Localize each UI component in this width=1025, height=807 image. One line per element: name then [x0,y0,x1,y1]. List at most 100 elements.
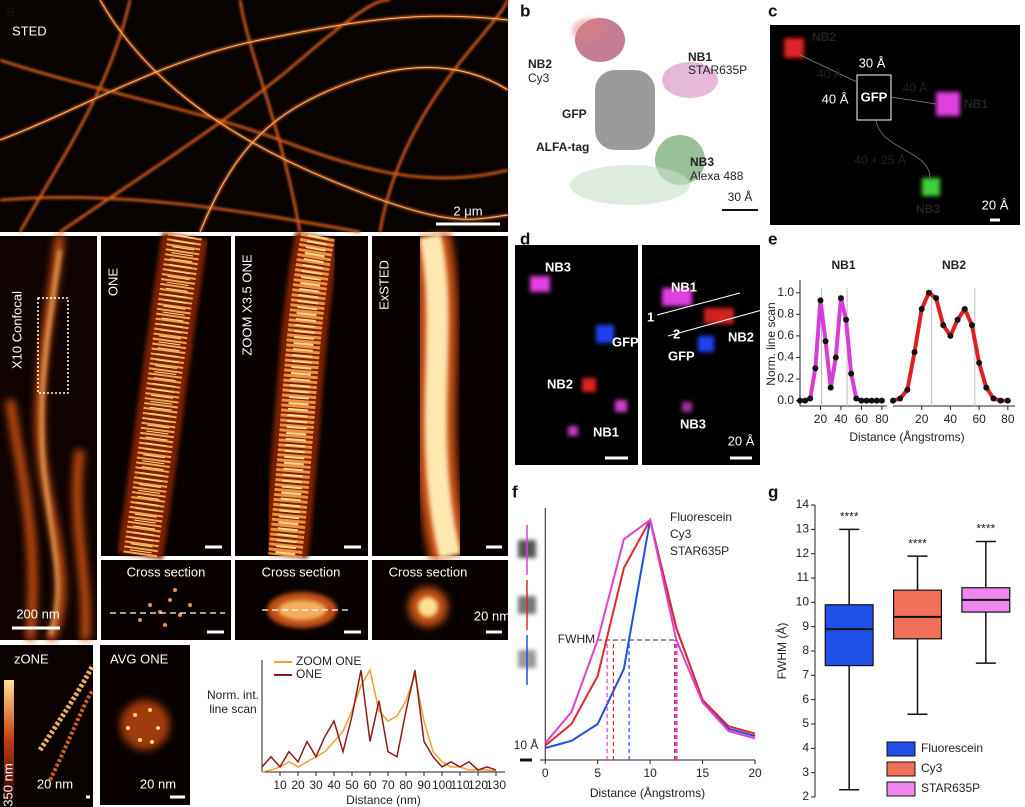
label: STAR635P [688,63,747,77]
y-tick-label: 3 [802,765,809,779]
fit-line [800,296,882,403]
f-inset [518,525,536,762]
zoom-image [235,231,368,559]
label: NB3 [690,155,714,169]
label: NB3 [680,416,706,431]
x-tick-label: 0 [542,766,549,780]
data-point [873,397,880,404]
data-point [802,397,809,404]
data-point [817,297,824,304]
avg-image [100,645,190,805]
x-tick-label: 20 [748,766,762,780]
x-tick-label: 20 [915,412,929,426]
image-label: ONE [105,268,120,297]
y-tick-label: 5 [802,716,809,730]
image-label: zONE [14,651,49,666]
legend-label: STAR635P [921,781,980,795]
label: GFP [612,334,639,349]
data-point [983,384,990,391]
legend-swatch [886,741,916,757]
image-label: STED [12,23,47,38]
data-point [997,397,1004,404]
image-label: Cross section [262,564,341,579]
label: 1 [647,309,654,324]
cross-section-images [101,560,508,640]
chart-title: NB1 [831,258,855,272]
y-tick-label: 13 [796,522,810,536]
panel-label: a [6,1,16,20]
x-tick-label: 130 [486,778,506,792]
label: 40 + 25 Å [854,152,906,167]
y-axis-label: Norm. line scan [764,302,778,385]
label: Cy3 [528,71,550,85]
label: GFP [861,89,888,104]
scale-label: 10 Å [514,737,539,752]
x-tick-label: 50 [345,778,359,792]
label: NB1 [964,97,988,111]
panel-label: e [768,229,777,248]
data-point [848,370,855,377]
scale-label: 350 nm [0,763,15,806]
data-point [812,365,819,372]
y-tick-label: 7 [802,668,809,682]
sted-image [0,0,510,234]
data-point [868,397,875,404]
data-point [807,395,814,402]
label: Alexa 488 [690,169,744,183]
label: ALFA-tag [536,140,589,154]
significance: **** [976,522,995,536]
label: NB2 [812,30,836,44]
image-label: AVG ONE [110,651,169,666]
x-tick-label: 40 [834,412,848,426]
chart-title: NB2 [942,258,966,272]
data-point [822,338,829,345]
legend-label: Cy3 [921,761,943,775]
image-label: ZOOM X3.5 ONE [239,254,254,355]
data-point [878,397,885,404]
y-tick-label: 8 [802,643,809,657]
legend-swatch [886,761,916,777]
label: NB3 [545,259,571,274]
legend-label: Cy3 [670,527,692,541]
x-tick-label: 80 [1001,412,1015,426]
x-tick-label: 20 [814,412,828,426]
panel-label: b [520,1,530,20]
data-point [827,384,834,391]
y-tick-label: 11 [797,570,810,584]
significance: **** [840,510,859,524]
fit-line [892,290,1008,403]
x-tick-label: 10 [643,766,657,780]
data-point [911,349,918,356]
scale-label: 20 nm [474,608,510,623]
y-tick-label: 4 [802,741,809,755]
data-point [976,359,983,366]
y-tick-label: 0.8 [777,307,794,321]
x-tick-label: 60 [855,412,869,426]
x-tick-label: 80 [399,778,413,792]
x-tick-label: 10 [273,778,287,792]
label: NB2 [528,57,552,71]
scale-label: 20 nm [37,776,73,791]
scale-label: 2 μm [453,203,482,218]
label: NB2 [547,376,573,391]
legend-label: Fluorescein [670,510,732,524]
data-point [947,332,954,339]
y-tick-label: 1.0 [777,285,794,299]
x-tick-label: 100 [432,778,452,792]
line [261,670,497,771]
scale-label: 200 nm [16,606,59,621]
protein-structure [570,18,758,211]
x-axis-label: Distance (Ångstroms) [590,785,705,800]
x-tick-label: 120 [468,778,488,792]
data-point [904,386,911,393]
scale-label: 20 Å [982,197,1009,212]
y-axis-label: FWHM (Å) [774,623,789,680]
data-point [918,305,925,312]
y-tick-label: 10 [796,595,810,609]
data-point [890,397,896,404]
x-tick-label: 5 [594,766,601,780]
label: 40 Å [903,80,928,95]
y-axis-label: Norm. int. line scan [206,688,259,716]
data-point [968,322,975,329]
